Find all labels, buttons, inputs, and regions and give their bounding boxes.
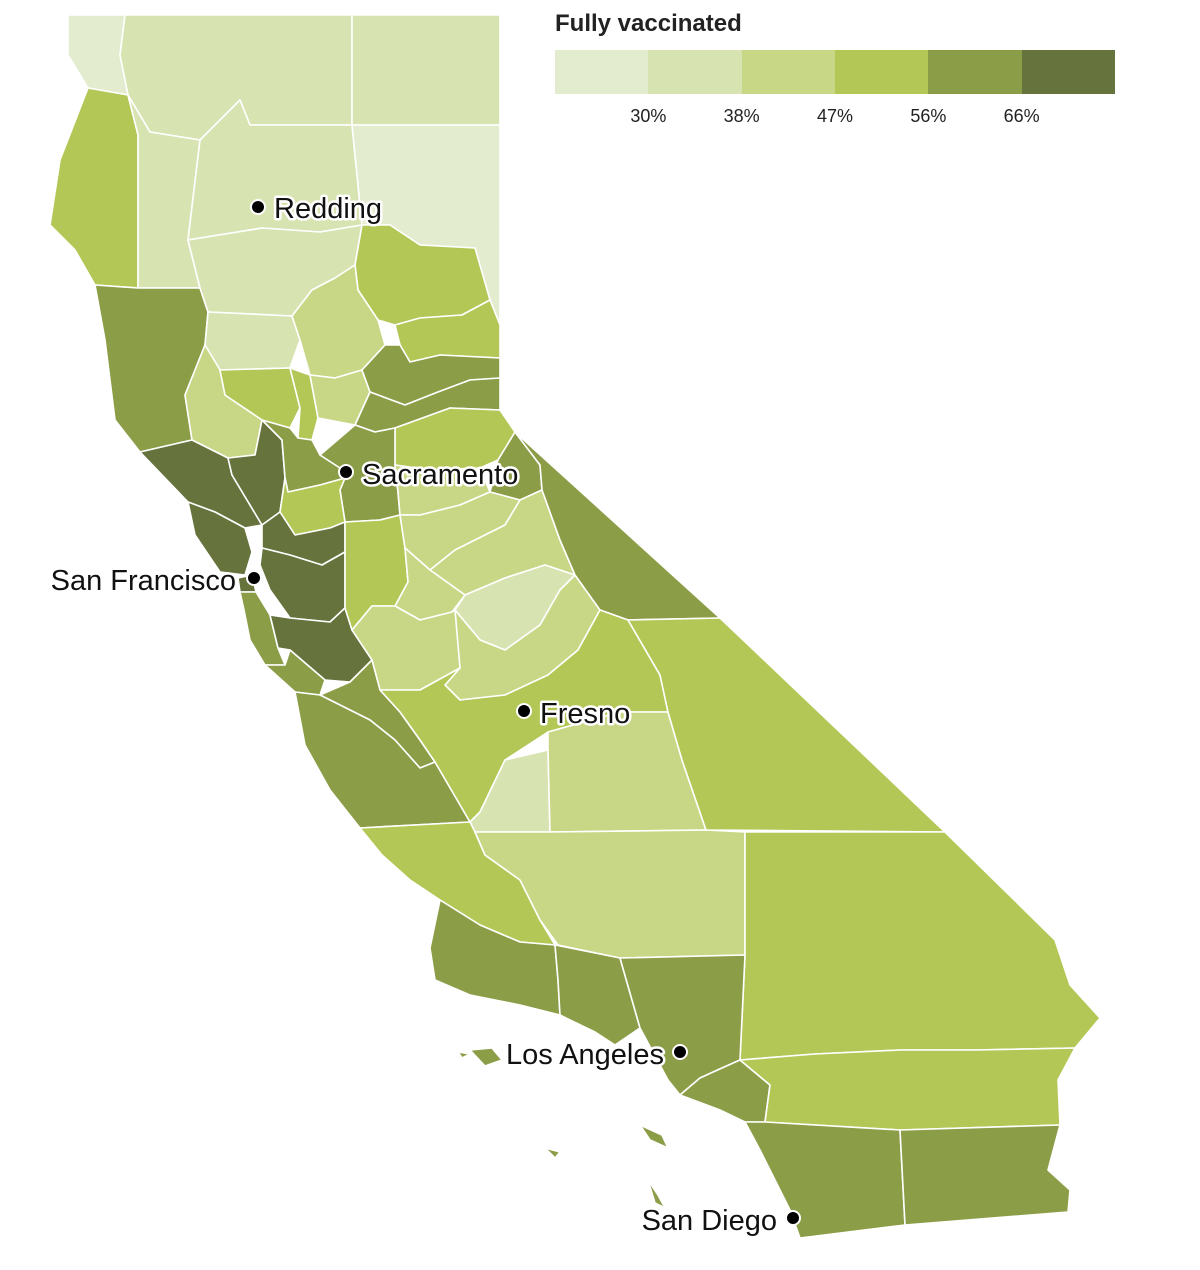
city-label-san-diego: San Diego	[642, 1205, 777, 1237]
legend-swatch-2	[648, 50, 742, 94]
city-label-redding: Redding	[274, 193, 382, 225]
county-san-bernardino	[739, 831, 1101, 1061]
city-dot-sacramento	[338, 464, 354, 480]
legend-swatch-3	[741, 50, 835, 94]
legend-tick-label: 38%	[723, 106, 760, 126]
legend-swatch-6	[1021, 50, 1115, 94]
city-markers: Redding Sacramento San Francisco Fresno Los …	[48, 191, 801, 1240]
city-dot-san-diego	[785, 1210, 801, 1226]
county-marin	[187, 501, 253, 576]
legend-tick-label: 56%	[910, 106, 947, 126]
county-channel-islands	[457, 1047, 669, 1209]
city-dot-los-angeles	[672, 1044, 688, 1060]
county-san-diego	[744, 1121, 906, 1239]
county-butte	[291, 264, 386, 379]
county-riverside	[739, 1047, 1076, 1131]
county-inyo	[627, 617, 946, 833]
county-humboldt	[49, 87, 139, 289]
city-dot-san-francisco	[246, 570, 262, 586]
legend-tick-label: 30%	[630, 106, 667, 126]
city-label-san-francisco: San Francisco	[51, 565, 236, 597]
city-label-sacramento: Sacramento	[362, 459, 518, 491]
legend-title: Fully vaccinated	[555, 10, 742, 37]
county-modoc	[351, 14, 501, 126]
county-imperial	[899, 1124, 1071, 1226]
city-label-fresno: Fresno	[540, 698, 630, 730]
county-alameda	[259, 547, 346, 623]
legend-tick-label: 66%	[1003, 106, 1040, 126]
city-dot-fresno	[516, 703, 532, 719]
legend-swatch-5	[928, 50, 1022, 94]
county-glenn	[204, 311, 301, 371]
legend-swatch-4	[834, 50, 929, 94]
legend-tick-label: 47%	[816, 106, 854, 126]
city-label-los-angeles: Los Angeles	[506, 1039, 664, 1071]
legend-color-bar	[555, 50, 1115, 94]
county-del-norte	[67, 14, 129, 96]
county-shapes	[49, 14, 1101, 1239]
legend-swatch-1	[555, 50, 649, 94]
city-dot-redding	[250, 199, 266, 215]
